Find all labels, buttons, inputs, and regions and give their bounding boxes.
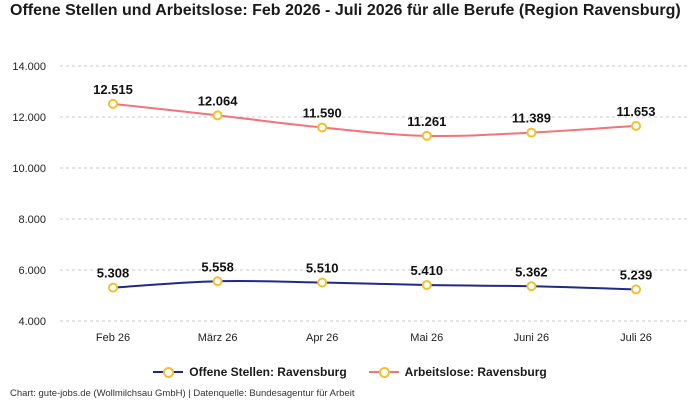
data-point xyxy=(212,110,223,121)
series-line xyxy=(112,279,637,291)
x-tick-label: Juli 26 xyxy=(620,332,652,344)
gridlines xyxy=(60,65,688,322)
data-point xyxy=(421,280,432,291)
data-point xyxy=(108,98,118,109)
series xyxy=(108,98,641,295)
data-label: 12.515 xyxy=(93,82,133,97)
data-label: 11.389 xyxy=(512,111,551,126)
data-point xyxy=(526,127,537,138)
y-tick-label: 6.000 xyxy=(18,265,46,277)
x-tick-label: Feb 26 xyxy=(96,332,130,344)
data-label: 5.308 xyxy=(97,266,130,281)
data-label: 12.064 xyxy=(198,93,239,108)
y-tick-label: 14.000 xyxy=(12,61,46,73)
x-tick-label: März 26 xyxy=(198,332,238,344)
x-tick-label: Apr 26 xyxy=(306,332,338,344)
data-point xyxy=(631,284,641,295)
data-point xyxy=(317,122,328,133)
data-point xyxy=(108,282,118,293)
y-tick-label: 8.000 xyxy=(18,214,46,226)
legend: Offene Stellen: Ravensburg Arbeitslose: … xyxy=(0,362,700,382)
data-label: 11.653 xyxy=(616,104,655,119)
data-point xyxy=(631,120,641,131)
data-label: 5.239 xyxy=(620,267,653,282)
source-note: Chart: gute-jobs.de (Wollmilchsau GmbH) … xyxy=(10,388,355,399)
x-tick-label: Mai 26 xyxy=(410,332,443,344)
y-tick-label: 4.000 xyxy=(18,316,46,328)
x-tick-label: Juni 26 xyxy=(514,332,549,344)
data-point xyxy=(526,281,537,292)
legend-swatch-offene-stellen xyxy=(153,366,184,378)
legend-item-offene-stellen[interactable]: Offene Stellen: Ravensburg xyxy=(153,365,347,379)
legend-label-arbeitslose: Arbeitslose: Ravensburg xyxy=(404,365,547,379)
data-label: 11.261 xyxy=(407,114,446,129)
data-label: 5.410 xyxy=(411,263,444,278)
data-label: 5.510 xyxy=(306,260,339,275)
data-label: 11.590 xyxy=(303,105,342,120)
data-labels: 5.308 5.558 5.510 5.410 5.362 5.239 12.515 12.0… xyxy=(93,82,655,283)
legend-label-offene-stellen: Offene Stellen: Ravensburg xyxy=(189,365,347,379)
x-axis-ticks: Feb 26 März 26 Apr 26 Mai 26 Juni 26 Juli 26 xyxy=(96,332,652,344)
data-point xyxy=(317,277,328,288)
y-axis-ticks: 4.000 6.000 8.000 10.000 12.000 14.000 xyxy=(12,61,46,328)
data-point xyxy=(421,130,432,141)
legend-swatch-arbeitslose xyxy=(368,366,399,378)
data-label: 5.558 xyxy=(201,259,234,274)
legend-item-arbeitslose[interactable]: Arbeitslose: Ravensburg xyxy=(368,365,547,379)
series-line xyxy=(112,102,637,138)
y-tick-label: 10.000 xyxy=(12,163,46,175)
data-label: 5.362 xyxy=(515,264,548,279)
chart-title: Offene Stellen und Arbeitslose: Feb 2026… xyxy=(10,2,681,19)
data-point xyxy=(212,276,223,287)
y-tick-label: 12.000 xyxy=(12,112,46,124)
